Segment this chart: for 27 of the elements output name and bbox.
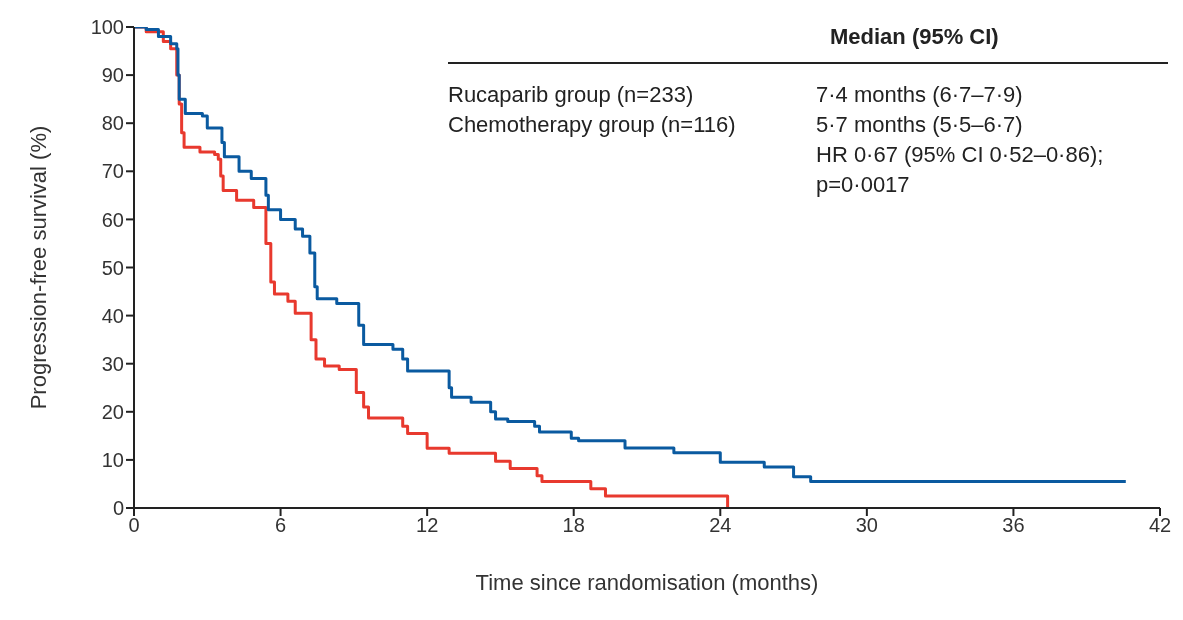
annotation: Chemotherapy group (n=116) bbox=[448, 111, 737, 139]
annotation: Rucaparib group (n=233) bbox=[448, 81, 695, 109]
y-tick-label: 10 bbox=[101, 449, 124, 471]
x-tick-label: 30 bbox=[855, 514, 878, 537]
x-tick-label: 36 bbox=[1002, 514, 1025, 537]
y-tick-label: 90 bbox=[101, 64, 124, 87]
y-tick-label: 30 bbox=[101, 352, 124, 375]
x-tick-label: 0 bbox=[128, 514, 140, 537]
y-tick-label: 50 bbox=[101, 256, 124, 279]
x-tick-label: 6 bbox=[275, 514, 287, 537]
x-tick-label: 24 bbox=[709, 514, 732, 537]
x-tick-label: 42 bbox=[1148, 514, 1172, 537]
y-tick-label: 20 bbox=[101, 400, 124, 423]
annotation: Median (95% CI) bbox=[448, 22, 1168, 64]
y-tick-label: 80 bbox=[101, 112, 124, 135]
y-axis-title: Progression-free survival (%) bbox=[25, 125, 51, 410]
x-tick-label: 12 bbox=[416, 514, 439, 537]
annotation: HR 0·67 (95% CI 0·52–0·86); p=0·0017 bbox=[816, 141, 1105, 199]
x-axis-title: Time since randomisation (months) bbox=[475, 570, 819, 595]
y-tick-label: 40 bbox=[101, 304, 124, 327]
x-tick-label: 18 bbox=[562, 514, 585, 537]
y-tick-label: 70 bbox=[101, 160, 124, 183]
y-tick-label: 60 bbox=[101, 208, 124, 231]
y-tick-label: 0 bbox=[112, 497, 124, 520]
y-tick-label: 100 bbox=[90, 16, 124, 39]
annotation: 7·4 months (6·7–7·9) bbox=[816, 81, 1024, 109]
annotation: 5·7 months (5·5–6·7) bbox=[816, 111, 1024, 139]
